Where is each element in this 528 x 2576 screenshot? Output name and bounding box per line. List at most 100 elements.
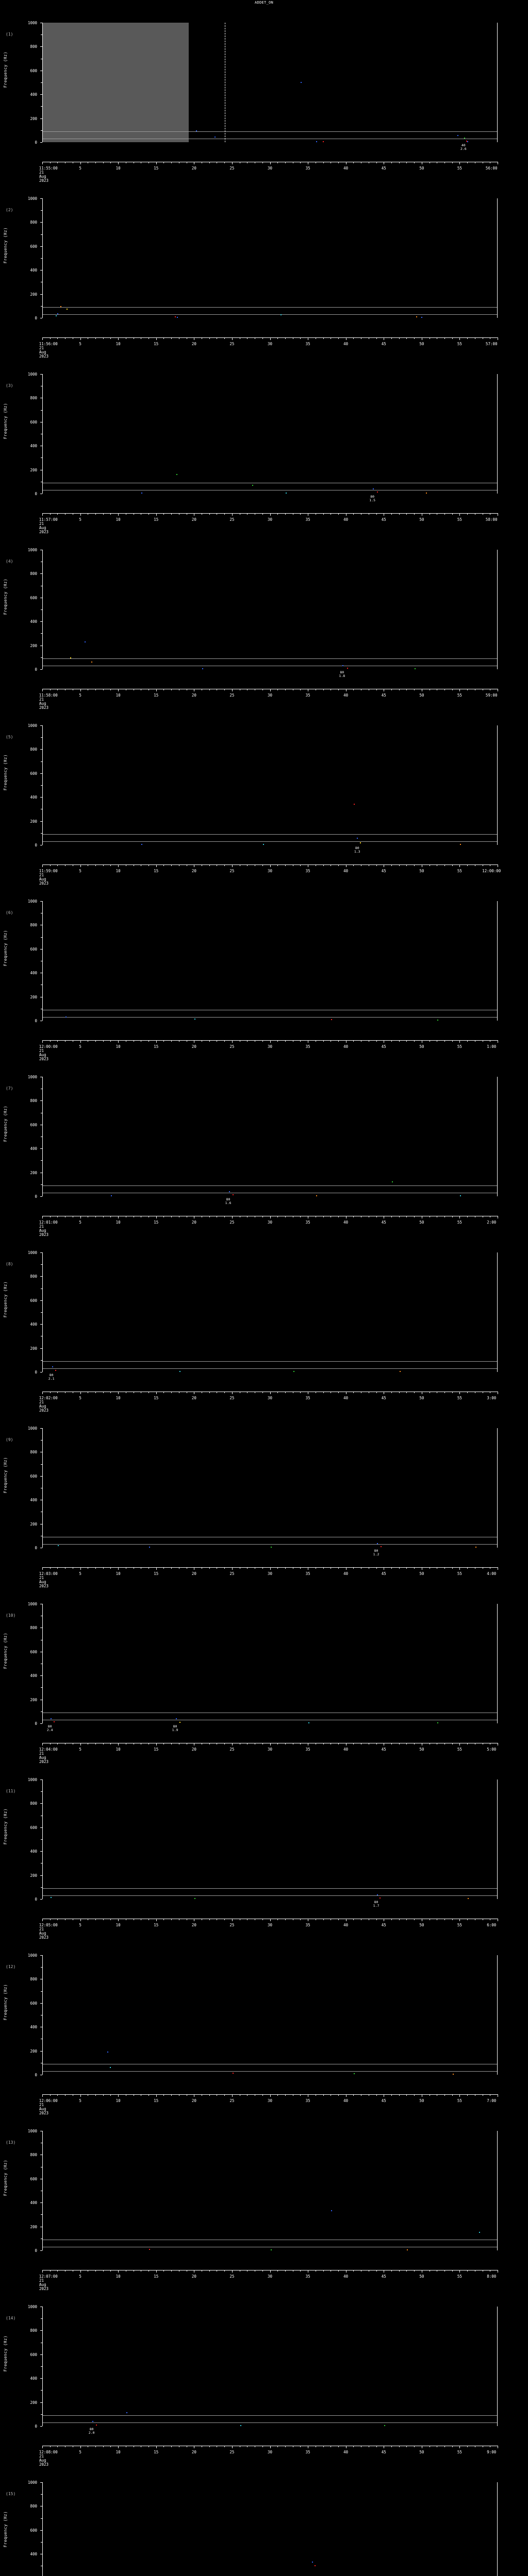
plot-area[interactable] xyxy=(42,550,498,669)
plot-area[interactable] xyxy=(42,198,498,318)
plot-area[interactable] xyxy=(42,23,498,142)
x-tick-mark xyxy=(391,2446,392,2447)
x-tick-mark xyxy=(103,1567,104,1569)
axis-date-stack: 21 Aug 2023 xyxy=(39,698,48,710)
x-tick-mark xyxy=(209,162,210,163)
plot-area[interactable] xyxy=(42,1955,498,2075)
y-axis-label: Frequency (Hz) xyxy=(3,2335,8,2372)
reference-line xyxy=(43,1361,497,1362)
x-tick-mark xyxy=(50,1392,51,1393)
plot-area[interactable] xyxy=(42,2131,498,2250)
y-axis-label: Frequency (Hz) xyxy=(3,1281,8,1318)
x-tick-mark xyxy=(262,689,263,690)
axis-date-stack: 21 Aug 2023 xyxy=(39,171,48,183)
plot-area[interactable] xyxy=(42,1780,498,1899)
x-tick-mark xyxy=(444,689,445,690)
y-tick-mark-minor xyxy=(41,1184,42,1185)
x-tick-mark xyxy=(452,337,453,339)
plot-panel: Frequency (Hz) (12) 1000 800 600 400 200 0 12:06… xyxy=(0,1944,528,2120)
plot-area[interactable] xyxy=(42,901,498,1021)
x-tick-mark xyxy=(103,1216,104,1217)
plot-area[interactable] xyxy=(42,1604,498,1723)
x-tick-mark xyxy=(376,1743,377,1744)
x-tick-mark xyxy=(247,1743,248,1744)
y-axis-label: Frequency (Hz) xyxy=(3,579,8,615)
panel-label: (14) xyxy=(6,2316,16,2320)
x-tick-label: 20 xyxy=(191,1747,196,1752)
y-tick-label: 1000 xyxy=(27,2304,37,2309)
x-tick-label: 45 xyxy=(381,693,386,698)
x-tick-mark xyxy=(414,2270,415,2272)
x-tick-mark xyxy=(163,1567,164,1569)
y-tick-mark-minor xyxy=(41,106,42,107)
date-line: 21 xyxy=(39,873,44,877)
x-tick-mark xyxy=(285,1743,286,1744)
y-tick-label: 200 xyxy=(30,2224,37,2229)
y-tick-label: 0 xyxy=(35,1019,37,1023)
y-tick-mark xyxy=(40,198,42,199)
detection-annotation: 80 1.3 xyxy=(354,846,360,854)
reference-line xyxy=(43,1185,497,1187)
x-tick-mark xyxy=(323,1216,324,1217)
x-tick-mark xyxy=(285,865,286,866)
x-tick-label: 5 xyxy=(79,1923,81,1927)
x-tick-mark xyxy=(95,1919,96,1920)
x-tick-mark xyxy=(262,1216,263,1217)
x-tick-mark xyxy=(459,513,460,516)
detection-marker xyxy=(464,138,465,139)
x-tick-label: 10 xyxy=(116,1396,121,1400)
panel-label: (15) xyxy=(6,2492,16,2496)
x-tick-mark xyxy=(247,1392,248,1393)
x-tick-mark xyxy=(467,865,468,866)
x-tick-mark xyxy=(95,1392,96,1393)
y-tick-mark xyxy=(40,1875,42,1876)
detection-marker xyxy=(65,1016,67,1018)
y-tick-label: 400 xyxy=(30,2025,37,2030)
plot-area[interactable] xyxy=(42,374,498,494)
y-tick-mark xyxy=(40,46,42,47)
y-tick-mark xyxy=(40,1851,42,1852)
x-tick-label: 45 xyxy=(381,2098,386,2103)
date-line: 21 xyxy=(39,2454,44,2459)
x-tick-mark xyxy=(270,1216,271,1218)
x-tick-mark xyxy=(323,689,324,690)
plot-area[interactable] xyxy=(42,1428,498,1548)
y-tick-mark xyxy=(40,1324,42,1325)
x-tick-label: 5 xyxy=(79,2274,81,2279)
x-tick-mark xyxy=(224,2270,225,2272)
plot-area[interactable] xyxy=(42,2307,498,2426)
x-axis-end-label: 4:00 xyxy=(487,1571,497,1576)
x-tick-mark xyxy=(103,1919,104,1920)
x-tick-mark xyxy=(171,1743,172,1744)
x-tick-mark xyxy=(459,2270,460,2273)
plot-area[interactable] xyxy=(42,1077,498,1196)
x-tick-mark xyxy=(376,337,377,339)
x-tick-mark xyxy=(406,865,407,866)
plot-area[interactable] xyxy=(42,725,498,845)
x-tick-mark xyxy=(391,865,392,866)
x-tick-mark xyxy=(353,2446,354,2447)
detection-marker xyxy=(323,141,324,142)
x-axis-end-label: 57:00 xyxy=(485,342,498,346)
x-tick-mark xyxy=(338,689,339,690)
x-tick-mark xyxy=(300,1919,301,1920)
y-tick-mark-minor xyxy=(41,1312,42,1313)
plot-area[interactable] xyxy=(42,2482,498,2576)
y-tick-mark xyxy=(40,1723,42,1724)
plot-panel: Frequency (Hz) (4) 1000 800 600 400 200 0 80 1.8 1… xyxy=(0,538,528,714)
x-tick-mark xyxy=(95,865,96,866)
date-line: Aug xyxy=(39,2107,46,2111)
x-tick-mark xyxy=(224,865,225,866)
y-axis-label: Frequency (Hz) xyxy=(3,930,8,967)
plot-area[interactable] xyxy=(42,1252,498,1372)
x-tick-mark xyxy=(50,689,51,690)
detection-marker xyxy=(360,842,361,843)
y-tick-mark-minor xyxy=(41,1360,42,1361)
x-tick-mark xyxy=(163,162,164,163)
x-tick-label: 40 xyxy=(343,1923,349,1927)
y-tick-label: 600 xyxy=(30,244,37,249)
x-tick-mark xyxy=(42,513,43,516)
shaded-span xyxy=(43,23,189,142)
x-tick-mark xyxy=(285,1040,286,1042)
x-tick-mark xyxy=(399,2270,400,2272)
